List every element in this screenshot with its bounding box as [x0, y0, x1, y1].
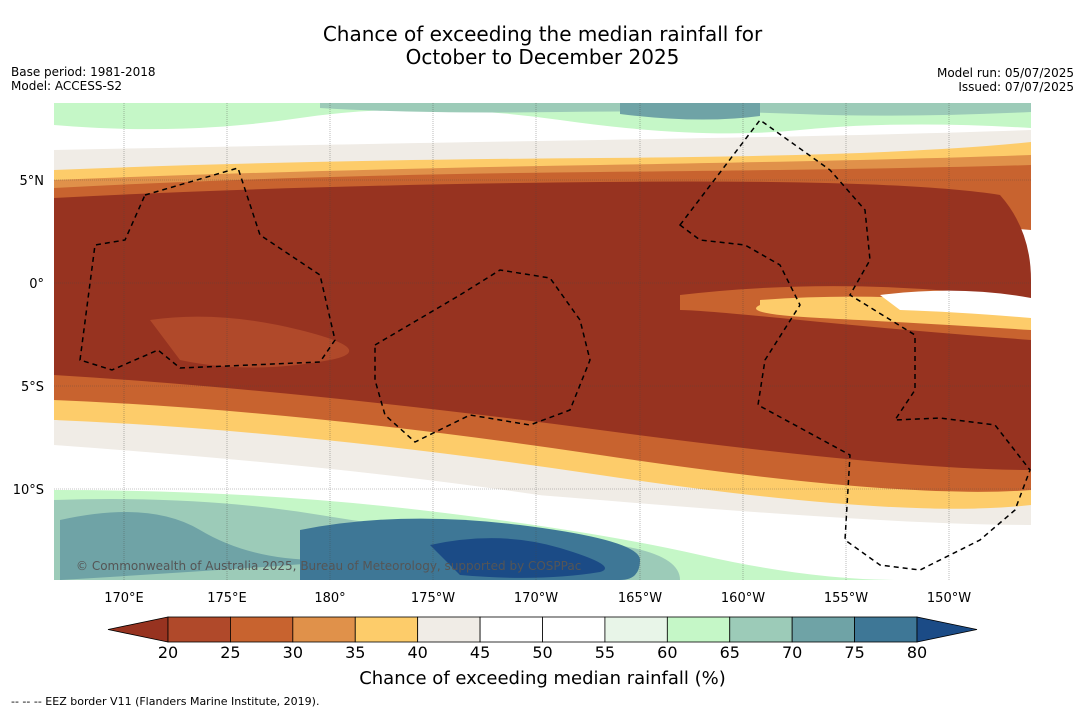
eez-phoenix-islands	[374, 269, 591, 443]
colorbar-segment	[729, 616, 793, 643]
north-dark-teal	[620, 103, 760, 120]
lon-label: 180°	[314, 591, 345, 606]
colorbar-under-arrow	[107, 616, 169, 643]
base-period: Base period: 1981-2018	[11, 65, 156, 79]
title-line-1: Chance of exceeding the median rainfall …	[322, 22, 763, 46]
colorbar-tick-label: 45	[469, 643, 491, 662]
colorbar-tick-label: 75	[844, 643, 865, 662]
south-deep-blue	[430, 538, 605, 578]
lat-labels: 5°N 0° 5°S 10°S	[13, 174, 44, 498]
south-burnt-band	[54, 375, 1031, 502]
lon-labels: 170°E 175°E 180° 175°W 170°W 165°W 160°W…	[104, 591, 971, 606]
colorbar-segment	[854, 616, 918, 643]
colorbar-over-arrow	[916, 616, 978, 643]
graticule	[54, 103, 1031, 580]
colorbar	[107, 616, 978, 643]
meta-left: Base period: 1981-2018 Model: ACCESS-S2	[11, 65, 156, 93]
lat-label: 5°N	[20, 174, 45, 189]
lat-label: 10°S	[13, 483, 44, 498]
west-patch	[150, 316, 350, 368]
colorbar-label: Chance of exceeding median rainfall (%)	[359, 668, 726, 689]
colorbar-segment	[167, 616, 231, 643]
lon-label: 170°W	[514, 591, 558, 606]
colorbar-segment	[230, 616, 294, 643]
lon-label: 175°W	[411, 591, 455, 606]
model-run: Model run: 05/07/2025	[936, 66, 1074, 80]
colorbar-tick-label: 40	[407, 643, 428, 662]
lon-label: 175°E	[207, 591, 247, 606]
lon-label: 150°W	[927, 591, 971, 606]
east-white-tongue	[880, 290, 1031, 318]
colorbar-segment	[666, 616, 731, 643]
eez-line-islands	[678, 118, 1031, 571]
lon-label: 170°E	[104, 591, 144, 606]
south-grey-band	[54, 420, 1031, 533]
south-yellow-band	[54, 400, 1031, 518]
colorbar-tick-label: 65	[719, 643, 740, 662]
map-field: © Commonwealth of Australia 2025, Bureau…	[54, 103, 1031, 580]
colorbar-segment	[354, 616, 419, 643]
lat-label: 0°	[29, 277, 44, 292]
colorbar-tick-label: 30	[282, 643, 303, 662]
colorbar-tick-label: 70	[781, 643, 803, 662]
colorbar-tick-label: 50	[532, 643, 553, 662]
eez-borders	[79, 118, 1031, 571]
lon-label: 165°W	[618, 591, 662, 606]
colorbar-segment	[604, 616, 668, 643]
issued-date: Issued: 07/07/2025	[958, 80, 1074, 94]
colorbar-segment	[417, 616, 481, 643]
title-line-2: October to December 2025	[405, 45, 680, 69]
meta-right: Model run: 05/07/2025 Issued: 07/07/2025	[937, 66, 1074, 94]
eez-footnote: -- -- -- EEZ border V11 (Flanders Marine…	[11, 695, 320, 708]
lon-label: 155°W	[824, 591, 868, 606]
colorbar-tick-label: 80	[906, 643, 928, 662]
colorbar-tick-label: 25	[220, 643, 241, 662]
lon-label: 160°W	[721, 591, 765, 606]
colorbar-tick-label: 60	[657, 643, 678, 662]
model-name: Model: ACCESS-S2	[11, 79, 123, 93]
copyright-text: © Commonwealth of Australia 2025, Bureau…	[76, 559, 581, 573]
colorbar-tick-label: 20	[157, 643, 179, 662]
colorbar-tick-label: 35	[345, 643, 366, 662]
colorbar-tick-label: 55	[594, 643, 616, 662]
colorbar-segment	[479, 616, 543, 643]
lat-label: 5°S	[21, 380, 44, 395]
colorbar-segment	[292, 616, 356, 643]
south-dark-teal	[60, 512, 333, 580]
colorbar-segment	[542, 616, 606, 643]
eez-kiribati-gilbert	[79, 167, 336, 371]
colorbar-segment	[791, 616, 855, 643]
